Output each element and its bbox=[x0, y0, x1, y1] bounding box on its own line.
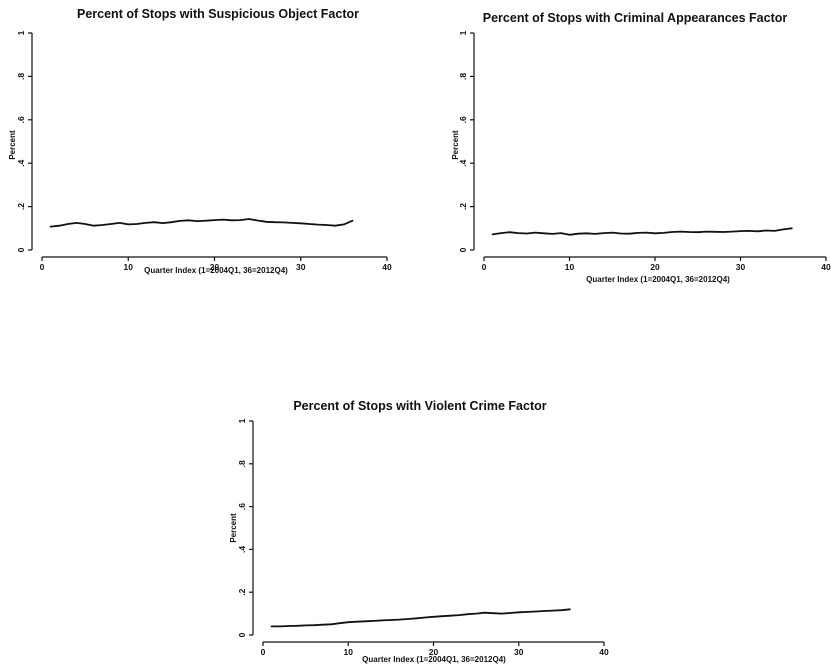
x-axis-label: Quarter Index (1=2004Q1, 36=2012Q4) bbox=[586, 275, 730, 284]
chart-panel-criminal-appearances: Percent of Stops with Criminal Appearanc… bbox=[451, 11, 831, 284]
x-tick-label: 20 bbox=[650, 262, 660, 272]
data-series-line bbox=[49, 218, 354, 228]
y-tick-label: .8 bbox=[16, 73, 26, 80]
data-series-line bbox=[491, 227, 793, 236]
x-tick-label: 20 bbox=[429, 647, 439, 657]
y-tick-label: 1 bbox=[237, 418, 247, 423]
plot-area: 0.2.4.6.810 10 20 30 40 bbox=[458, 30, 831, 272]
y-tick-label: .4 bbox=[458, 159, 468, 166]
x-tick-label: 0 bbox=[40, 262, 45, 272]
x-tick-label: 40 bbox=[382, 262, 392, 272]
y-tick-label: .6 bbox=[458, 116, 468, 123]
x-tick-label: 10 bbox=[344, 647, 354, 657]
y-tick-label: .8 bbox=[237, 460, 247, 467]
x-tick-label: 30 bbox=[736, 262, 746, 272]
y-tick-label: 1 bbox=[16, 30, 26, 35]
y-tick-label: 0 bbox=[458, 247, 468, 252]
y-axis-label: Percent bbox=[229, 513, 238, 543]
y-tick-label: 0 bbox=[237, 632, 247, 637]
x-axis-label: Quarter Index (1=2004Q1, 36=2012Q4) bbox=[362, 655, 506, 664]
y-axis-label: Percent bbox=[8, 130, 17, 160]
x-tick-label: 10 bbox=[124, 262, 134, 272]
x-axis-label: Quarter Index (1=2004Q1, 36=2012Q4) bbox=[144, 266, 288, 275]
data-series-line bbox=[270, 608, 571, 628]
y-tick-label: 0 bbox=[16, 247, 26, 252]
y-tick-label: .4 bbox=[237, 546, 247, 553]
chart-title: Percent of Stops with Criminal Appearanc… bbox=[483, 11, 788, 25]
x-tick-label: 30 bbox=[514, 647, 524, 657]
chart-panel-violent-crime: Percent of Stops with Violent Crime Fact… bbox=[229, 399, 609, 664]
y-tick-label: .6 bbox=[16, 116, 26, 123]
x-tick-label: 20 bbox=[210, 262, 220, 272]
y-tick-label: .2 bbox=[16, 203, 26, 210]
y-tick-label: .6 bbox=[237, 503, 247, 510]
y-tick-label: .4 bbox=[16, 159, 26, 166]
plot-area: 0.2.4.6.810 10 20 30 40 bbox=[237, 418, 609, 657]
chart-title: Percent of Stops with Violent Crime Fact… bbox=[293, 399, 546, 413]
y-axis-label: Percent bbox=[451, 130, 460, 160]
x-tick-label: 0 bbox=[261, 647, 266, 657]
y-tick-label: 1 bbox=[458, 30, 468, 35]
y-tick-label: .2 bbox=[458, 203, 468, 210]
y-tick-label: .2 bbox=[237, 588, 247, 595]
y-tick-label: .8 bbox=[458, 73, 468, 80]
x-tick-label: 40 bbox=[599, 647, 609, 657]
plot-area: 0.2.4.6.810 10 20 30 40 bbox=[16, 30, 392, 272]
chart-panel-suspicious-object: Percent of Stops with Suspicious Object … bbox=[8, 7, 392, 275]
chart-title: Percent of Stops with Suspicious Object … bbox=[77, 7, 359, 21]
x-tick-label: 40 bbox=[821, 262, 831, 272]
x-tick-label: 10 bbox=[565, 262, 575, 272]
x-tick-label: 30 bbox=[296, 262, 306, 272]
x-tick-label: 0 bbox=[482, 262, 487, 272]
